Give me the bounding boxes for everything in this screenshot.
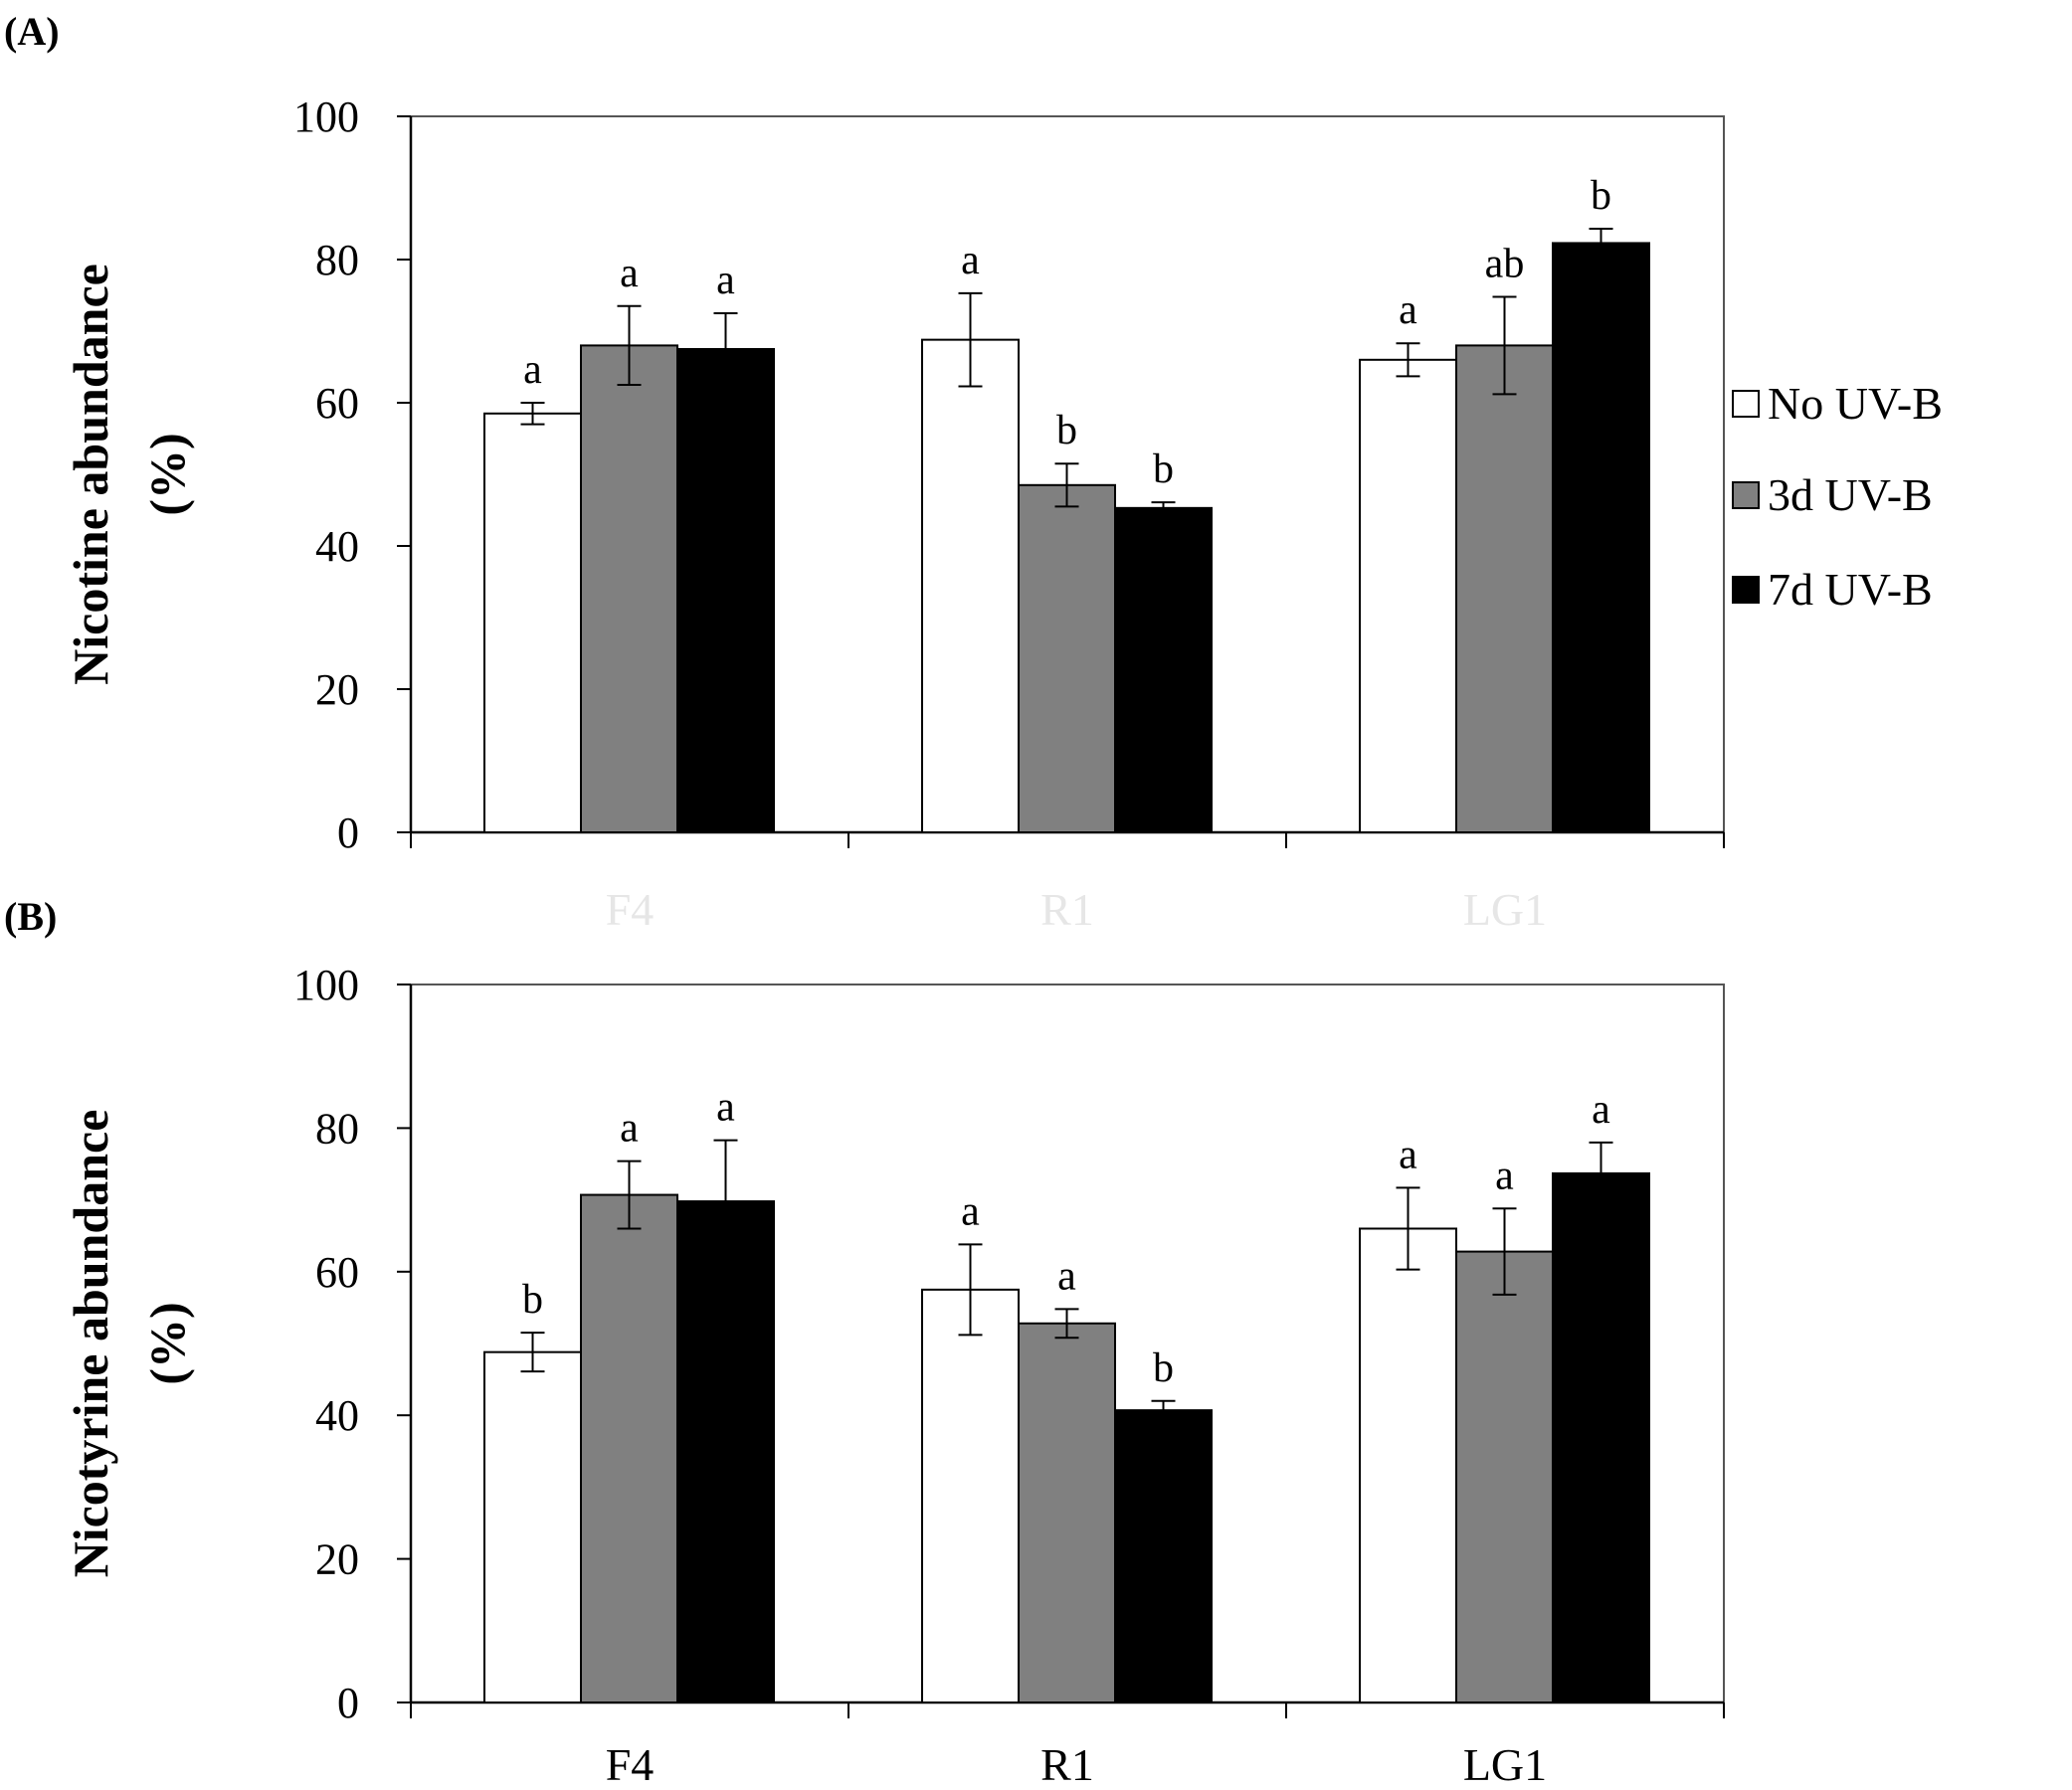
- significance-letter: a: [961, 1188, 980, 1234]
- legend-swatch-3d-uv-b: [1732, 481, 1760, 509]
- significance-letter: b: [522, 1277, 543, 1323]
- bar-3d-uv-b: [580, 344, 678, 833]
- significance-letter: a: [620, 251, 639, 296]
- y-axis-unit-label: (%): [139, 433, 195, 515]
- bar-7d-uv-b: [1552, 242, 1650, 833]
- bar-7d-uv-b: [676, 348, 775, 833]
- bar-no-uv-b: [921, 338, 1020, 833]
- significance-letter: a: [620, 1106, 639, 1152]
- bar-3d-uv-b: [1455, 344, 1554, 833]
- bar-7d-uv-b: [1114, 506, 1213, 833]
- x-category-label: R1: [1040, 884, 1094, 935]
- x-category-label: R1: [1040, 1739, 1094, 1790]
- bar-no-uv-b: [1359, 358, 1457, 833]
- x-category-label: LG1: [1463, 884, 1547, 935]
- x-category-label: F4: [606, 1739, 655, 1790]
- bar-7d-uv-b: [1552, 1171, 1650, 1703]
- significance-letter: a: [716, 258, 735, 303]
- y-tick-label: 100: [293, 961, 359, 1009]
- y-tick-label: 100: [293, 92, 359, 141]
- y-tick-label: 40: [315, 522, 359, 571]
- significance-letter: b: [1056, 408, 1077, 453]
- significance-letter: a: [1057, 1253, 1076, 1299]
- bar-no-uv-b: [921, 1288, 1020, 1703]
- legend-label: 7d UV-B: [1768, 564, 1933, 615]
- panel-label: (B): [4, 894, 57, 939]
- y-tick-label: 0: [337, 1679, 359, 1727]
- x-category-label: LG1: [1463, 1739, 1547, 1790]
- legend-swatch-no-uv-b: [1732, 390, 1760, 418]
- significance-letter: a: [1399, 1132, 1417, 1177]
- legend-label: 3d UV-B: [1768, 469, 1933, 520]
- y-axis-label: Nicotine abundance: [63, 264, 118, 685]
- y-tick-label: 80: [315, 236, 359, 284]
- significance-letter: a: [1495, 1153, 1514, 1198]
- bar-3d-uv-b: [1018, 1322, 1116, 1704]
- significance-letter: b: [1153, 447, 1174, 492]
- significance-letter: a: [961, 238, 980, 283]
- bar-7d-uv-b: [1114, 1409, 1213, 1703]
- bar-no-uv-b: [483, 412, 582, 833]
- bar-3d-uv-b: [1455, 1250, 1554, 1703]
- y-tick-label: 20: [315, 1535, 359, 1584]
- y-tick-label: 40: [315, 1391, 359, 1440]
- bar-no-uv-b: [1359, 1227, 1457, 1703]
- y-axis-unit-label: (%): [139, 1302, 195, 1384]
- y-tick-label: 60: [315, 379, 359, 428]
- significance-letter: b: [1591, 173, 1611, 219]
- bar-3d-uv-b: [1018, 483, 1116, 833]
- significance-letter: a: [1399, 287, 1417, 333]
- x-category-label: F4: [606, 884, 655, 935]
- bar-7d-uv-b: [676, 1200, 775, 1703]
- significance-letter: ab: [1485, 241, 1525, 286]
- significance-letter: a: [523, 347, 542, 393]
- legend-swatch-7d-uv-b: [1732, 576, 1760, 604]
- y-tick-label: 20: [315, 665, 359, 714]
- bar-3d-uv-b: [580, 1193, 678, 1704]
- significance-letter: b: [1153, 1345, 1174, 1391]
- bar-no-uv-b: [483, 1350, 582, 1703]
- y-tick-label: 0: [337, 808, 359, 857]
- y-axis-label: Nicotyrine abundance: [63, 1110, 118, 1578]
- significance-letter: a: [716, 1085, 735, 1131]
- significance-letter: a: [1592, 1087, 1610, 1133]
- legend-label: No UV-B: [1768, 378, 1943, 429]
- y-tick-label: 80: [315, 1104, 359, 1153]
- y-tick-label: 60: [315, 1248, 359, 1297]
- panel-label: (A): [4, 9, 60, 54]
